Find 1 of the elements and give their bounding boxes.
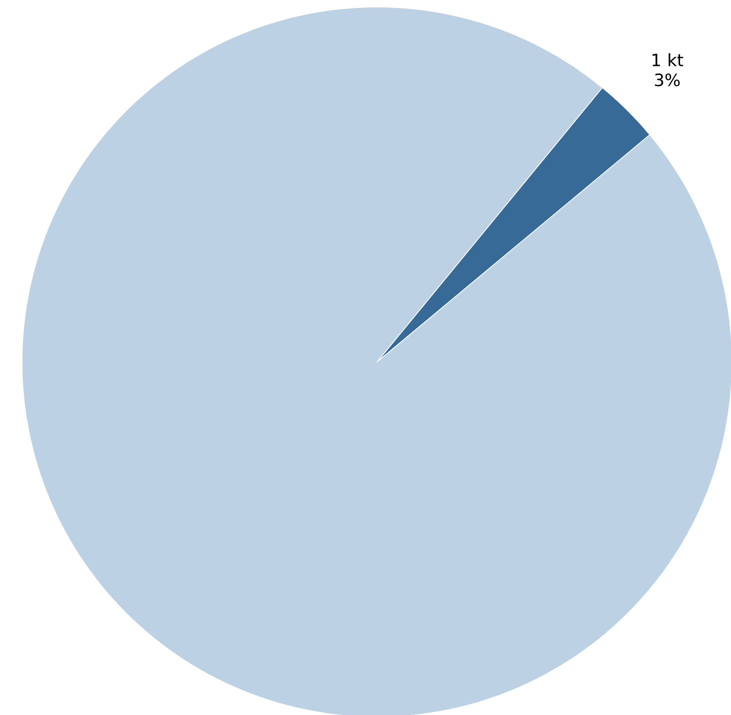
data-label: 1 kt 3% <box>652 53 684 86</box>
